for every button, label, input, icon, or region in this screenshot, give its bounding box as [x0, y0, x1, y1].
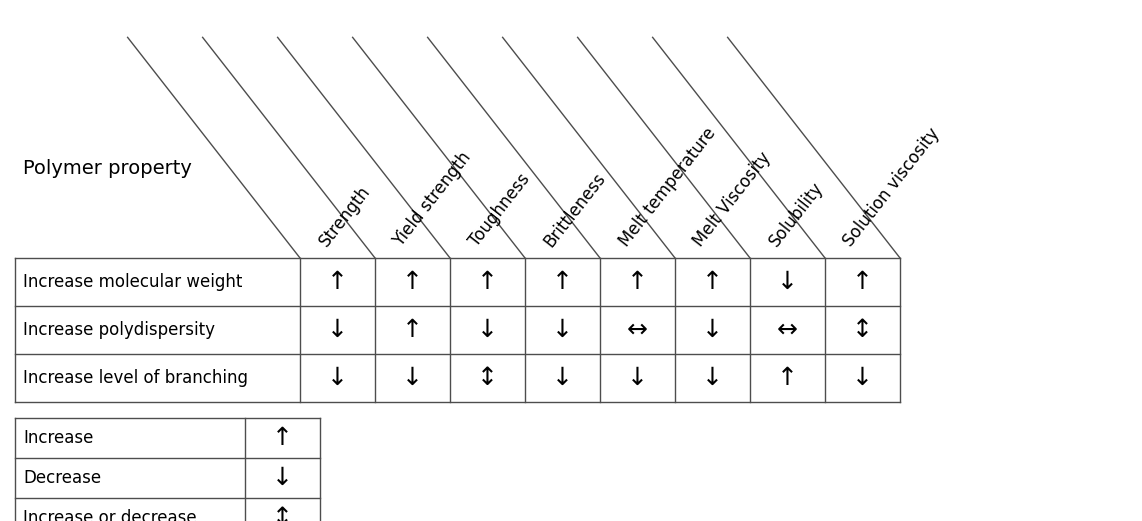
Text: ↓: ↓ [272, 466, 293, 490]
Text: Increase: Increase [23, 429, 94, 447]
Text: Increase or decrease: Increase or decrease [23, 509, 196, 521]
Text: ↕: ↕ [272, 506, 293, 521]
Text: ↓: ↓ [702, 366, 723, 390]
Text: ↕: ↕ [477, 366, 498, 390]
Text: ↔: ↔ [777, 318, 798, 342]
Text: ↓: ↓ [327, 366, 348, 390]
Text: ↑: ↑ [327, 270, 348, 294]
Text: ↓: ↓ [777, 270, 798, 294]
Text: ↓: ↓ [327, 318, 348, 342]
Text: Yield strength: Yield strength [391, 148, 475, 250]
Text: Increase polydispersity: Increase polydispersity [23, 321, 215, 339]
Text: Strength: Strength [315, 182, 373, 250]
Text: Melt Viscosity: Melt Viscosity [690, 149, 775, 250]
Text: Melt temperature: Melt temperature [616, 125, 719, 250]
Text: ↔: ↔ [627, 318, 648, 342]
Text: ↑: ↑ [272, 426, 293, 450]
Text: ↓: ↓ [627, 366, 648, 390]
Text: Solubility: Solubility [765, 179, 827, 250]
Text: ↕: ↕ [852, 318, 872, 342]
Text: Solution viscosity: Solution viscosity [841, 125, 943, 250]
Text: ↓: ↓ [402, 366, 423, 390]
Text: Decrease: Decrease [23, 469, 102, 487]
Text: ↓: ↓ [852, 366, 872, 390]
Text: ↑: ↑ [627, 270, 648, 294]
Text: ↑: ↑ [702, 270, 723, 294]
Text: ↓: ↓ [552, 318, 573, 342]
Text: ↑: ↑ [477, 270, 498, 294]
Text: Polymer property: Polymer property [23, 158, 192, 178]
Text: ↑: ↑ [777, 366, 798, 390]
Text: ↑: ↑ [852, 270, 872, 294]
Text: ↑: ↑ [552, 270, 573, 294]
Text: Increase level of branching: Increase level of branching [23, 369, 248, 387]
Text: Toughness: Toughness [465, 170, 533, 250]
Text: ↑: ↑ [402, 318, 423, 342]
Text: Increase molecular weight: Increase molecular weight [23, 273, 242, 291]
Text: ↓: ↓ [702, 318, 723, 342]
Text: ↓: ↓ [552, 366, 573, 390]
Text: Brittleness: Brittleness [540, 169, 610, 250]
Text: ↓: ↓ [477, 318, 498, 342]
Text: ↑: ↑ [402, 270, 423, 294]
